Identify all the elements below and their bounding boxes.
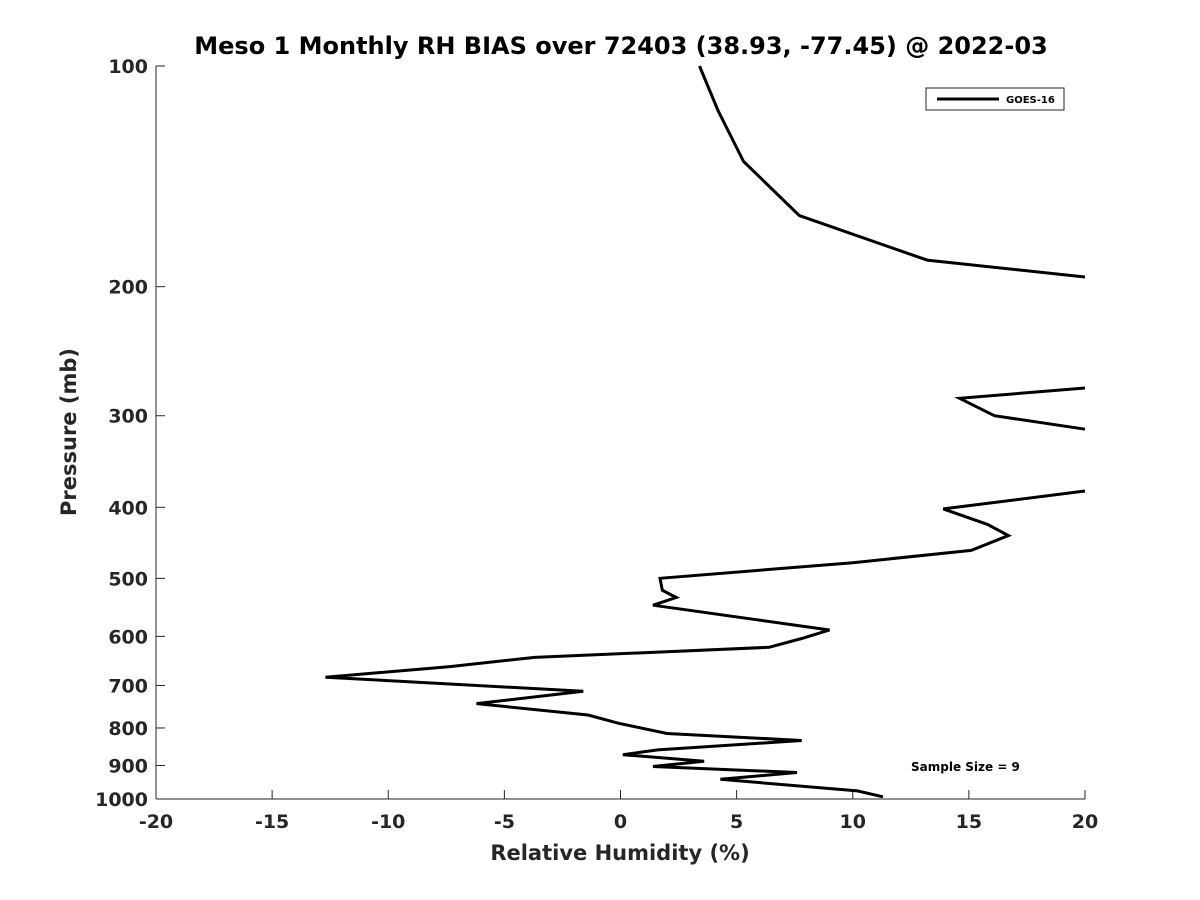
legend-label-goes16: GOES-16	[1006, 95, 1055, 106]
y-tick-label: 300	[108, 406, 148, 428]
axes	[155, 66, 1085, 800]
y-tick-label: 400	[108, 497, 148, 519]
y-tick-label: 1000	[95, 789, 148, 811]
x-tick-label: 10	[840, 811, 866, 833]
series-line-goes16	[325, 489, 1086, 799]
x-tick-label: 15	[956, 811, 982, 833]
y-tick-label: 700	[108, 675, 148, 697]
y-ticks: 100 200 300 400 500 600 700 800 900 1000	[95, 56, 165, 811]
y-axis-label: Pressure (mb)	[57, 348, 81, 516]
x-ticks: -20 -15 -10 -5 0 5 10 15 20	[139, 790, 1098, 833]
series-line-goes16	[954, 386, 1086, 431]
x-tick-label: 0	[614, 811, 627, 833]
x-tick-label: 5	[730, 811, 743, 833]
y-tick-label: 200	[108, 277, 148, 299]
x-axis-label: Relative Humidity (%)	[490, 841, 749, 865]
sample-size-annotation: Sample Size = 9	[911, 760, 1020, 774]
series-line-goes16	[698, 65, 1086, 279]
x-tick-label: -5	[494, 811, 515, 833]
x-tick-label: -15	[255, 811, 289, 833]
y-tick-label: 600	[108, 626, 148, 648]
x-tick-label: 20	[1072, 811, 1098, 833]
y-tick-label: 100	[108, 56, 148, 78]
x-tick-label: -10	[371, 811, 405, 833]
chart-title: Meso 1 Monthly RH BIAS over 72403 (38.93…	[194, 32, 1047, 60]
y-tick-label: 900	[108, 755, 148, 777]
x-tick-label: -20	[139, 811, 173, 833]
legend: GOES-16	[925, 87, 1065, 111]
y-tick-label: 800	[108, 718, 148, 740]
y-tick-label: 500	[108, 568, 148, 590]
series-group	[325, 65, 1086, 799]
